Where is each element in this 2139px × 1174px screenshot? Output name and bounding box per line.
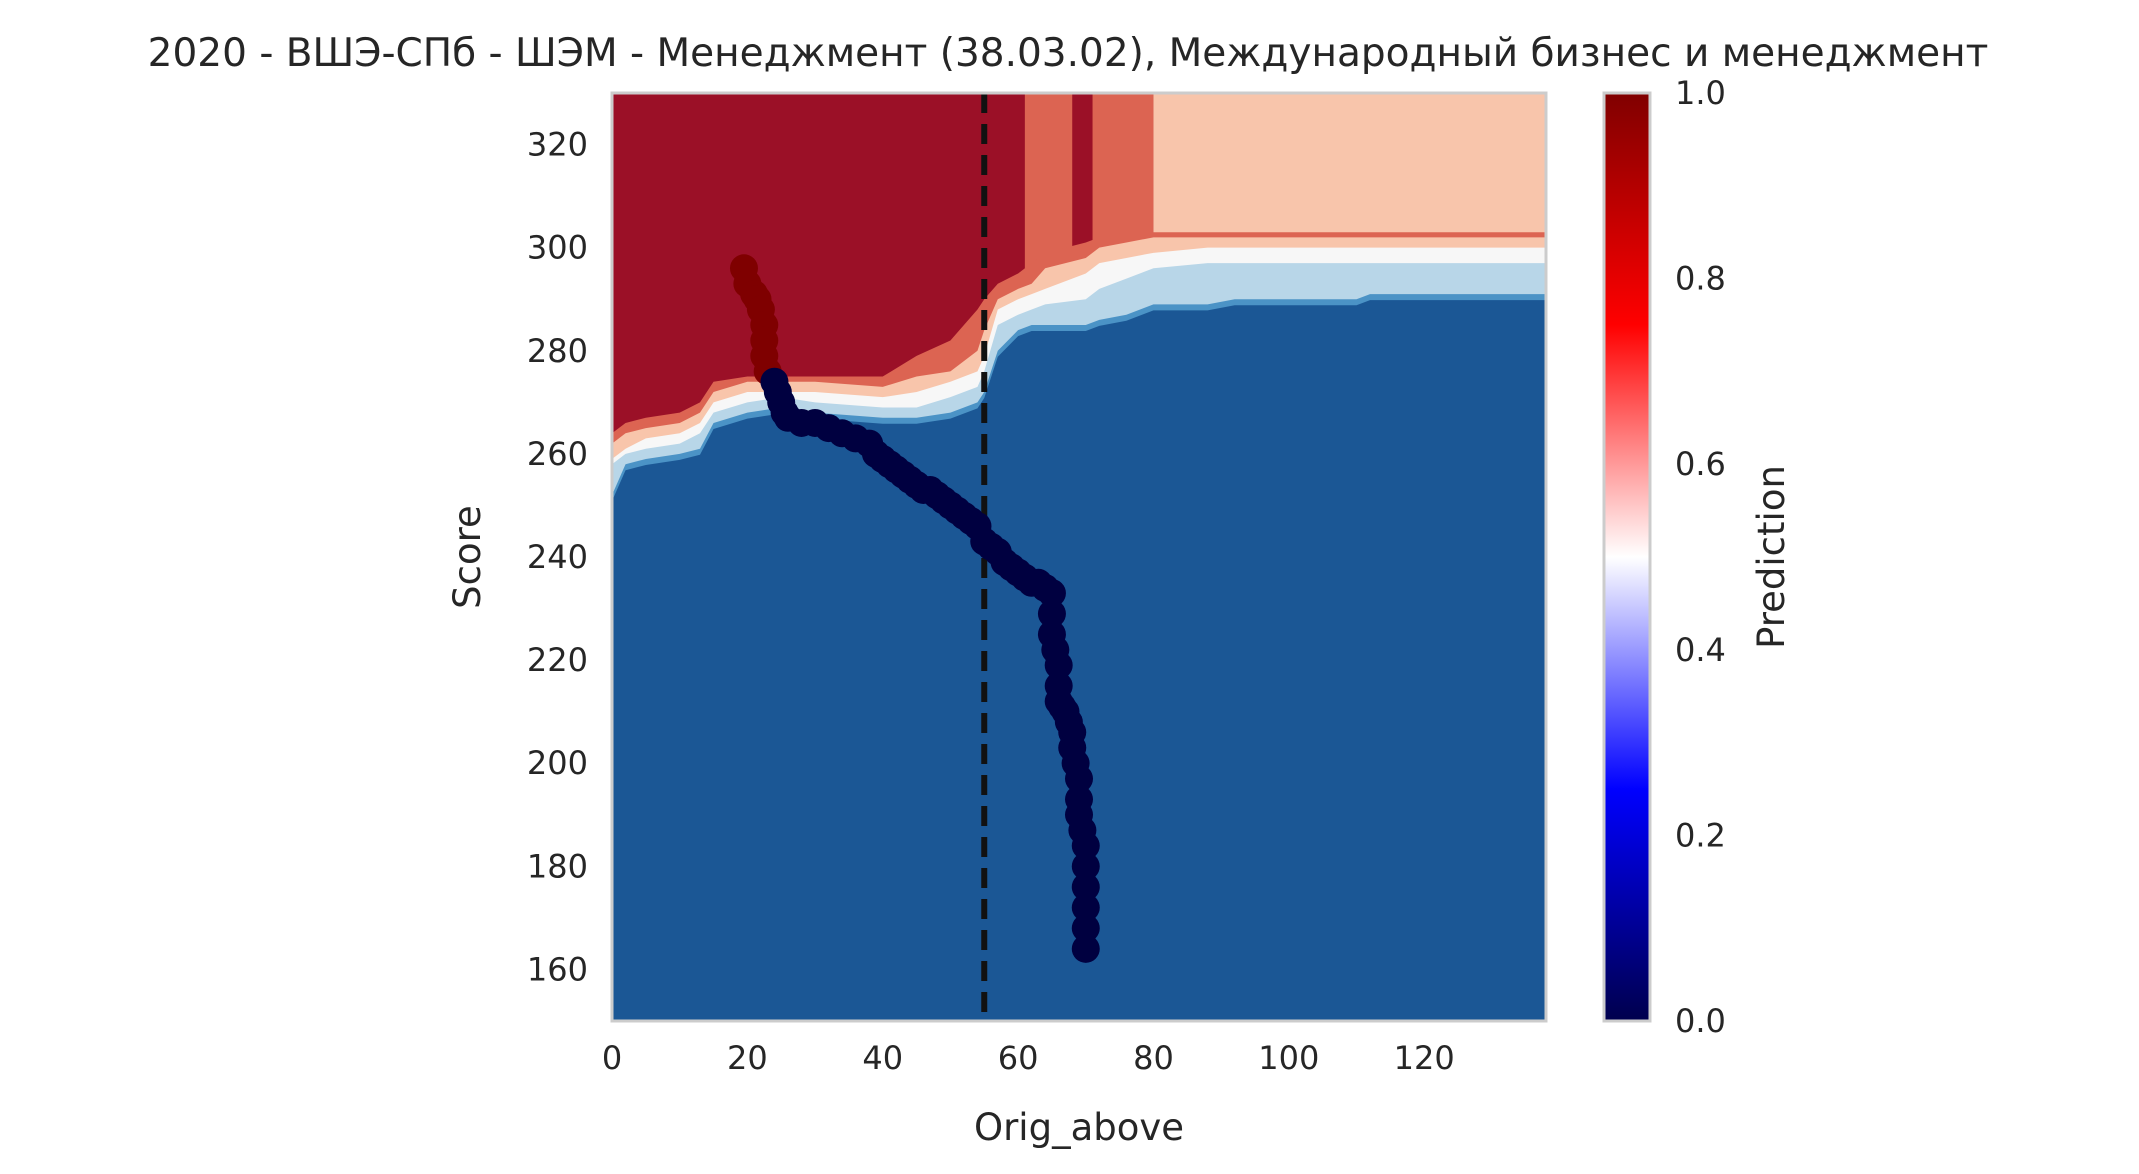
y-tick-label: 300 (527, 229, 588, 267)
colorbar-ticks: 0.0 0.2 0.4 0.6 0.8 1.0 (1675, 74, 1726, 1040)
y-tick-label: 160 (527, 950, 588, 988)
y-tick-label: 320 (527, 126, 588, 164)
plot-area (612, 93, 1546, 1021)
y-axis-title: Score (446, 505, 489, 609)
colorbar-label: Prediction (1750, 465, 1793, 649)
trajectory-point (1071, 831, 1100, 860)
trajectory-point (1071, 893, 1100, 922)
x-tick-label: 20 (727, 1039, 768, 1077)
upper-strip-0 (1024, 93, 1073, 274)
x-tick-label: 0 (602, 1039, 622, 1077)
x-tick-label: 80 (1133, 1039, 1174, 1077)
trajectory-point (1037, 599, 1066, 628)
y-tick-label: 260 (527, 435, 588, 473)
trajectory (729, 254, 1100, 963)
trajectory-point (1071, 872, 1100, 901)
y-tick-label: 280 (527, 332, 588, 370)
colorbar-tick-label: 1.0 (1675, 74, 1726, 112)
trajectory-point (1037, 579, 1066, 608)
x-tick-label: 100 (1258, 1039, 1319, 1077)
x-tick-label: 40 (862, 1039, 903, 1077)
y-tick-label: 240 (527, 538, 588, 576)
colorbar (1602, 91, 1652, 1023)
x-tick-label: 60 (998, 1039, 1039, 1077)
y-tick-label: 180 (527, 847, 588, 885)
colorbar-tick-label: 0.6 (1675, 445, 1726, 483)
colorbar-tick-label: 0.0 (1675, 1002, 1726, 1040)
chart-title: 2020 - ВШЭ-СПб - ШЭМ - Менеджмент (38.03… (148, 31, 1989, 76)
y-tick-label: 220 (527, 641, 588, 679)
y-tick-label: 200 (527, 744, 588, 782)
colorbar-tick-label: 0.4 (1675, 631, 1726, 669)
colorbar-tick-label: 0.8 (1675, 260, 1726, 298)
x-tick-label: 120 (1394, 1039, 1455, 1077)
plot-frame (610, 91, 1548, 1023)
x-axis-ticks: 0 20 40 60 80 100 120 (602, 1039, 1455, 1077)
trajectory-point (1071, 914, 1100, 943)
trajectory-point (1065, 764, 1093, 793)
colorbar-tick-label: 0.2 (1675, 816, 1726, 854)
trajectory-point (1044, 651, 1073, 680)
y-axis-ticks: 160 180 200 220 240 260 280 300 320 (527, 126, 588, 989)
trajectory-point (1071, 934, 1100, 963)
contour-band-low-prediction (612, 300, 1546, 1021)
x-axis-title: Orig_above (974, 1106, 1184, 1149)
trajectory-point (1071, 852, 1100, 881)
